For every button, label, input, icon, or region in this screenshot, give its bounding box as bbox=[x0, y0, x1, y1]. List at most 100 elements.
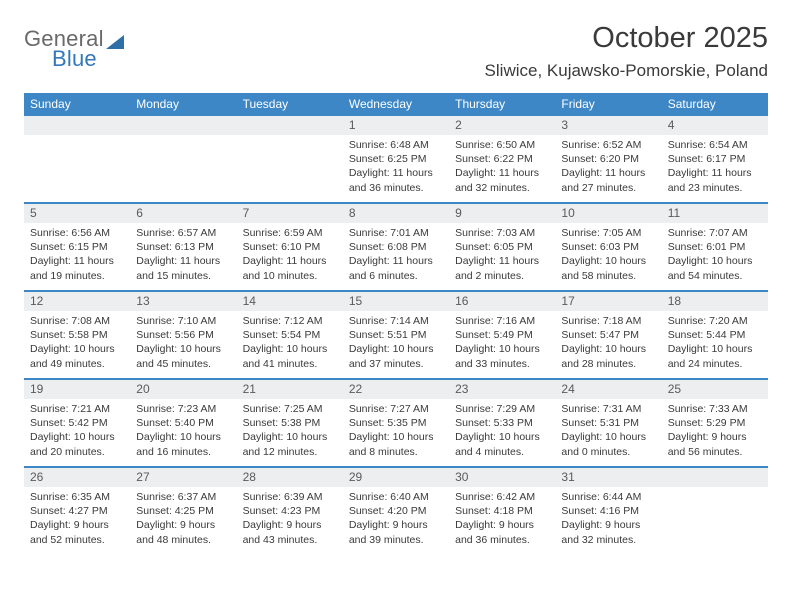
day-body bbox=[24, 135, 130, 144]
sunset-text: Sunset: 4:16 PM bbox=[561, 504, 655, 518]
day-number: 10 bbox=[555, 204, 661, 223]
day-cell: 30Sunrise: 6:42 AMSunset: 4:18 PMDayligh… bbox=[449, 468, 555, 554]
day-cell: 31Sunrise: 6:44 AMSunset: 4:16 PMDayligh… bbox=[555, 468, 661, 554]
day-number: 16 bbox=[449, 292, 555, 311]
daylight-text: Daylight: 9 hours and 39 minutes. bbox=[349, 518, 443, 546]
day-cell: 19Sunrise: 7:21 AMSunset: 5:42 PMDayligh… bbox=[24, 380, 130, 466]
page-header: General Blue October 2025 Sliwice, Kujaw… bbox=[24, 22, 768, 81]
day-number: 17 bbox=[555, 292, 661, 311]
daylight-text: Daylight: 10 hours and 54 minutes. bbox=[668, 254, 762, 282]
daylight-text: Daylight: 10 hours and 58 minutes. bbox=[561, 254, 655, 282]
sunrise-text: Sunrise: 7:03 AM bbox=[455, 226, 549, 240]
day-cell: 12Sunrise: 7:08 AMSunset: 5:58 PMDayligh… bbox=[24, 292, 130, 378]
day-cell bbox=[130, 116, 236, 202]
day-number: 4 bbox=[662, 116, 768, 135]
day-cell: 15Sunrise: 7:14 AMSunset: 5:51 PMDayligh… bbox=[343, 292, 449, 378]
day-number: 9 bbox=[449, 204, 555, 223]
day-cell: 26Sunrise: 6:35 AMSunset: 4:27 PMDayligh… bbox=[24, 468, 130, 554]
day-cell: 27Sunrise: 6:37 AMSunset: 4:25 PMDayligh… bbox=[130, 468, 236, 554]
daylight-text: Daylight: 10 hours and 16 minutes. bbox=[136, 430, 230, 458]
day-number bbox=[237, 116, 343, 135]
daylight-text: Daylight: 10 hours and 37 minutes. bbox=[349, 342, 443, 370]
sunrise-text: Sunrise: 6:37 AM bbox=[136, 490, 230, 504]
day-number: 13 bbox=[130, 292, 236, 311]
daylight-text: Daylight: 9 hours and 48 minutes. bbox=[136, 518, 230, 546]
sunrise-text: Sunrise: 7:07 AM bbox=[668, 226, 762, 240]
day-cell: 21 Sunrise: 7:25 AMSunset: 5:38 PMDayligh… bbox=[237, 380, 343, 466]
day-number: 5 bbox=[24, 204, 130, 223]
day-number: 23 bbox=[449, 380, 555, 399]
day-cell: 1Sunrise: 6:48 AMSunset: 6:25 PMDaylight… bbox=[343, 116, 449, 202]
day-body: Sunrise: 7:08 AMSunset: 5:58 PMDaylight:… bbox=[24, 311, 130, 377]
sunset-text: Sunset: 5:33 PM bbox=[455, 416, 549, 430]
day-body: Sunrise: 6:42 AMSunset: 4:18 PMDaylight:… bbox=[449, 487, 555, 553]
sunrise-text: Sunrise: 7:25 AM bbox=[243, 402, 337, 416]
day-body: Sunrise: 6:44 AMSunset: 4:16 PMDaylight:… bbox=[555, 487, 661, 553]
sunset-text: Sunset: 4:20 PM bbox=[349, 504, 443, 518]
day-body: Sunrise: 6:52 AMSunset: 6:20 PMDaylight:… bbox=[555, 135, 661, 201]
daylight-text: Daylight: 10 hours and 8 minutes. bbox=[349, 430, 443, 458]
week-row: 26Sunrise: 6:35 AMSunset: 4:27 PMDayligh… bbox=[24, 468, 768, 554]
day-number: 12 bbox=[24, 292, 130, 311]
day-cell: 6Sunrise: 6:57 AMSunset: 6:13 PMDaylight… bbox=[130, 204, 236, 290]
sunset-text: Sunset: 5:38 PM bbox=[243, 416, 337, 430]
day-number: 14 bbox=[237, 292, 343, 311]
day-number: 27 bbox=[130, 468, 236, 487]
sunrise-text: Sunrise: 7:29 AM bbox=[455, 402, 549, 416]
daylight-text: Daylight: 10 hours and 12 minutes. bbox=[243, 430, 337, 458]
calendar-grid: SundayMondayTuesdayWednesdayThursdayFrid… bbox=[24, 93, 768, 554]
sunset-text: Sunset: 4:27 PM bbox=[30, 504, 124, 518]
sunset-text: Sunset: 6:22 PM bbox=[455, 152, 549, 166]
day-number: 25 bbox=[662, 380, 768, 399]
day-number: 1 bbox=[343, 116, 449, 135]
sunrise-text: Sunrise: 6:54 AM bbox=[668, 138, 762, 152]
sunset-text: Sunset: 6:25 PM bbox=[349, 152, 443, 166]
sunrise-text: Sunrise: 6:40 AM bbox=[349, 490, 443, 504]
week-row: 5 Sunrise: 6:56 AMSunset: 6:15 PM Daylight… bbox=[24, 204, 768, 290]
weeks-container: 1Sunrise: 6:48 AMSunset: 6:25 PMDaylight… bbox=[24, 116, 768, 554]
day-body: Sunrise: 6:39 AMSunset: 4:23 PMDaylight:… bbox=[237, 487, 343, 553]
daylight-text: Daylight: 9 hours and 56 minutes. bbox=[668, 430, 762, 458]
dow-cell: Sunday bbox=[24, 93, 130, 116]
day-cell: 14Sunrise: 7:12 AMSunset: 5:54 PMDayligh… bbox=[237, 292, 343, 378]
day-cell: 22Sunrise: 7:27 AMSunset: 5:35 PMDayligh… bbox=[343, 380, 449, 466]
sunrise-text: Sunrise: 7:05 AM bbox=[561, 226, 655, 240]
sunset-text: Sunset: 6:15 PM bbox=[30, 240, 124, 254]
sunrise-text: Sunrise: 7:16 AM bbox=[455, 314, 549, 328]
sunset-text: Sunset: 6:10 PM bbox=[243, 240, 337, 254]
month-title: October 2025 bbox=[485, 22, 768, 55]
sunset-text: Sunset: 5:31 PM bbox=[561, 416, 655, 430]
day-number: 6 bbox=[130, 204, 236, 223]
title-block: October 2025 Sliwice, Kujawsko-Pomorskie… bbox=[485, 22, 768, 81]
day-body: Sunrise: 6:59 AMSunset: 6:10 PMDaylight:… bbox=[237, 223, 343, 289]
daylight-text: Daylight: 9 hours and 52 minutes. bbox=[30, 518, 124, 546]
brand-logo: General Blue bbox=[24, 26, 124, 72]
day-body: Sunrise: 6:48 AMSunset: 6:25 PMDaylight:… bbox=[343, 135, 449, 201]
day-cell bbox=[237, 116, 343, 202]
sunset-text: Sunset: 5:29 PM bbox=[668, 416, 762, 430]
day-cell: 5Sunrise: 6:56 AMSunset: 6:15 PMDaylight… bbox=[24, 204, 130, 290]
day-cell: 29Sunrise: 6:40 AMSunset: 4:20 PMDayligh… bbox=[343, 468, 449, 554]
sunset-text: Sunset: 6:08 PM bbox=[349, 240, 443, 254]
day-number: 3 bbox=[555, 116, 661, 135]
day-number: 18 bbox=[662, 292, 768, 311]
day-cell bbox=[24, 116, 130, 202]
day-number: 20 bbox=[130, 380, 236, 399]
day-number: 21 bbox=[237, 380, 343, 399]
day-body: Sunrise: 7:29 AMSunset: 5:33 PMDaylight:… bbox=[449, 399, 555, 465]
sunrise-text: Sunrise: 7:33 AM bbox=[668, 402, 762, 416]
daylight-text: Daylight: 10 hours and 41 minutes. bbox=[243, 342, 337, 370]
sunset-text: Sunset: 6:17 PM bbox=[668, 152, 762, 166]
day-cell: 16Sunrise: 7:16 AMSunset: 5:49 PMDayligh… bbox=[449, 292, 555, 378]
day-body: Sunrise: 6:40 AMSunset: 4:20 PMDaylight:… bbox=[343, 487, 449, 553]
sunrise-text: Sunrise: 6:56 AM bbox=[30, 226, 124, 240]
day-number: 11 bbox=[662, 204, 768, 223]
week-row: 19Sunrise: 7:21 AMSunset: 5:42 PMDayligh… bbox=[24, 380, 768, 466]
day-body: Sunrise: 7:33 AMSunset: 5:29 PMDaylight:… bbox=[662, 399, 768, 465]
day-body: Sunrise: 7:05 AMSunset: 6:03 PMDaylight:… bbox=[555, 223, 661, 289]
day-cell: 18Sunrise: 7:20 AMSunset: 5:44 PMDayligh… bbox=[662, 292, 768, 378]
sunset-text: Sunset: 4:23 PM bbox=[243, 504, 337, 518]
sunset-text: Sunset: 5:58 PM bbox=[30, 328, 124, 342]
day-body: Sunrise: 7:10 AMSunset: 5:56 PMDaylight:… bbox=[130, 311, 236, 377]
day-number: 19 bbox=[24, 380, 130, 399]
